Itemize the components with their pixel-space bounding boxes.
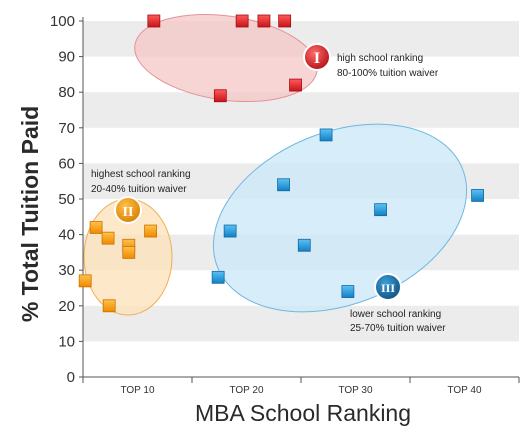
group-badge-1-label: I	[314, 50, 320, 67]
group-2-line2: 20-40% tuition waiver	[91, 184, 187, 195]
grid-band	[83, 92, 519, 128]
data-point	[374, 203, 387, 217]
x-tick-label: TOP 20	[229, 385, 264, 396]
y-tick-label: 40	[58, 227, 75, 244]
y-tick-label: 60	[58, 155, 75, 172]
data-point	[147, 14, 161, 28]
group-1-line1: high school ranking	[337, 53, 423, 64]
group-3-line2: 25-70% tuition waiver	[350, 323, 446, 334]
data-points	[78, 14, 484, 313]
group-badge-2: II	[114, 196, 142, 224]
x-tick-label: TOP 30	[338, 385, 373, 396]
y-tick-label: 90	[58, 49, 75, 66]
data-point	[297, 238, 311, 252]
data-point	[223, 224, 237, 238]
data-point	[235, 14, 249, 28]
y-tick-label: 0	[67, 369, 75, 386]
group-badge-2-label: II	[123, 205, 134, 220]
data-point	[211, 270, 225, 284]
annotations: I high school ranking 80-100% tuition wa…	[91, 43, 446, 334]
data-point	[101, 231, 115, 245]
axes: 0 10 20 30 40 50 60 70 80 90 100 TOP 10 TOP 20 TOP 30…	[50, 13, 520, 396]
group-badge-3: III	[374, 273, 402, 301]
group-2-line1: highest school ranking	[91, 169, 191, 180]
x-axis-title: MBA School Ranking	[195, 400, 411, 426]
data-point	[257, 14, 271, 28]
y-tick-label: 100	[50, 13, 75, 30]
x-tick-label: TOP 10	[120, 385, 155, 396]
data-point	[213, 89, 227, 103]
data-point	[319, 128, 333, 142]
y-tick-label: 70	[58, 120, 75, 137]
data-point	[277, 178, 290, 192]
group-badge-1: I	[303, 43, 331, 71]
y-tick-label: 30	[58, 262, 75, 279]
data-point	[289, 78, 302, 92]
data-point	[89, 221, 103, 234]
data-point	[341, 285, 355, 298]
group-ellipse-3	[212, 123, 468, 313]
x-tick-label: TOP 40	[447, 385, 482, 396]
group-1-line2: 80-100% tuition waiver	[337, 68, 439, 79]
data-point	[78, 274, 92, 288]
data-point	[122, 245, 136, 259]
y-tick-label: 80	[58, 84, 75, 101]
y-tick-label: 50	[58, 191, 75, 208]
y-tick-label: 20	[58, 298, 75, 315]
data-point	[102, 299, 116, 313]
y-tick-label: 10	[58, 333, 75, 350]
group-3-line1: lower school ranking	[350, 309, 441, 320]
data-point	[144, 224, 157, 238]
group-badge-3-label: III	[381, 281, 395, 295]
data-point	[278, 14, 292, 28]
y-axis-title: % Total Tuition Paid	[17, 106, 43, 322]
data-point	[471, 189, 484, 202]
